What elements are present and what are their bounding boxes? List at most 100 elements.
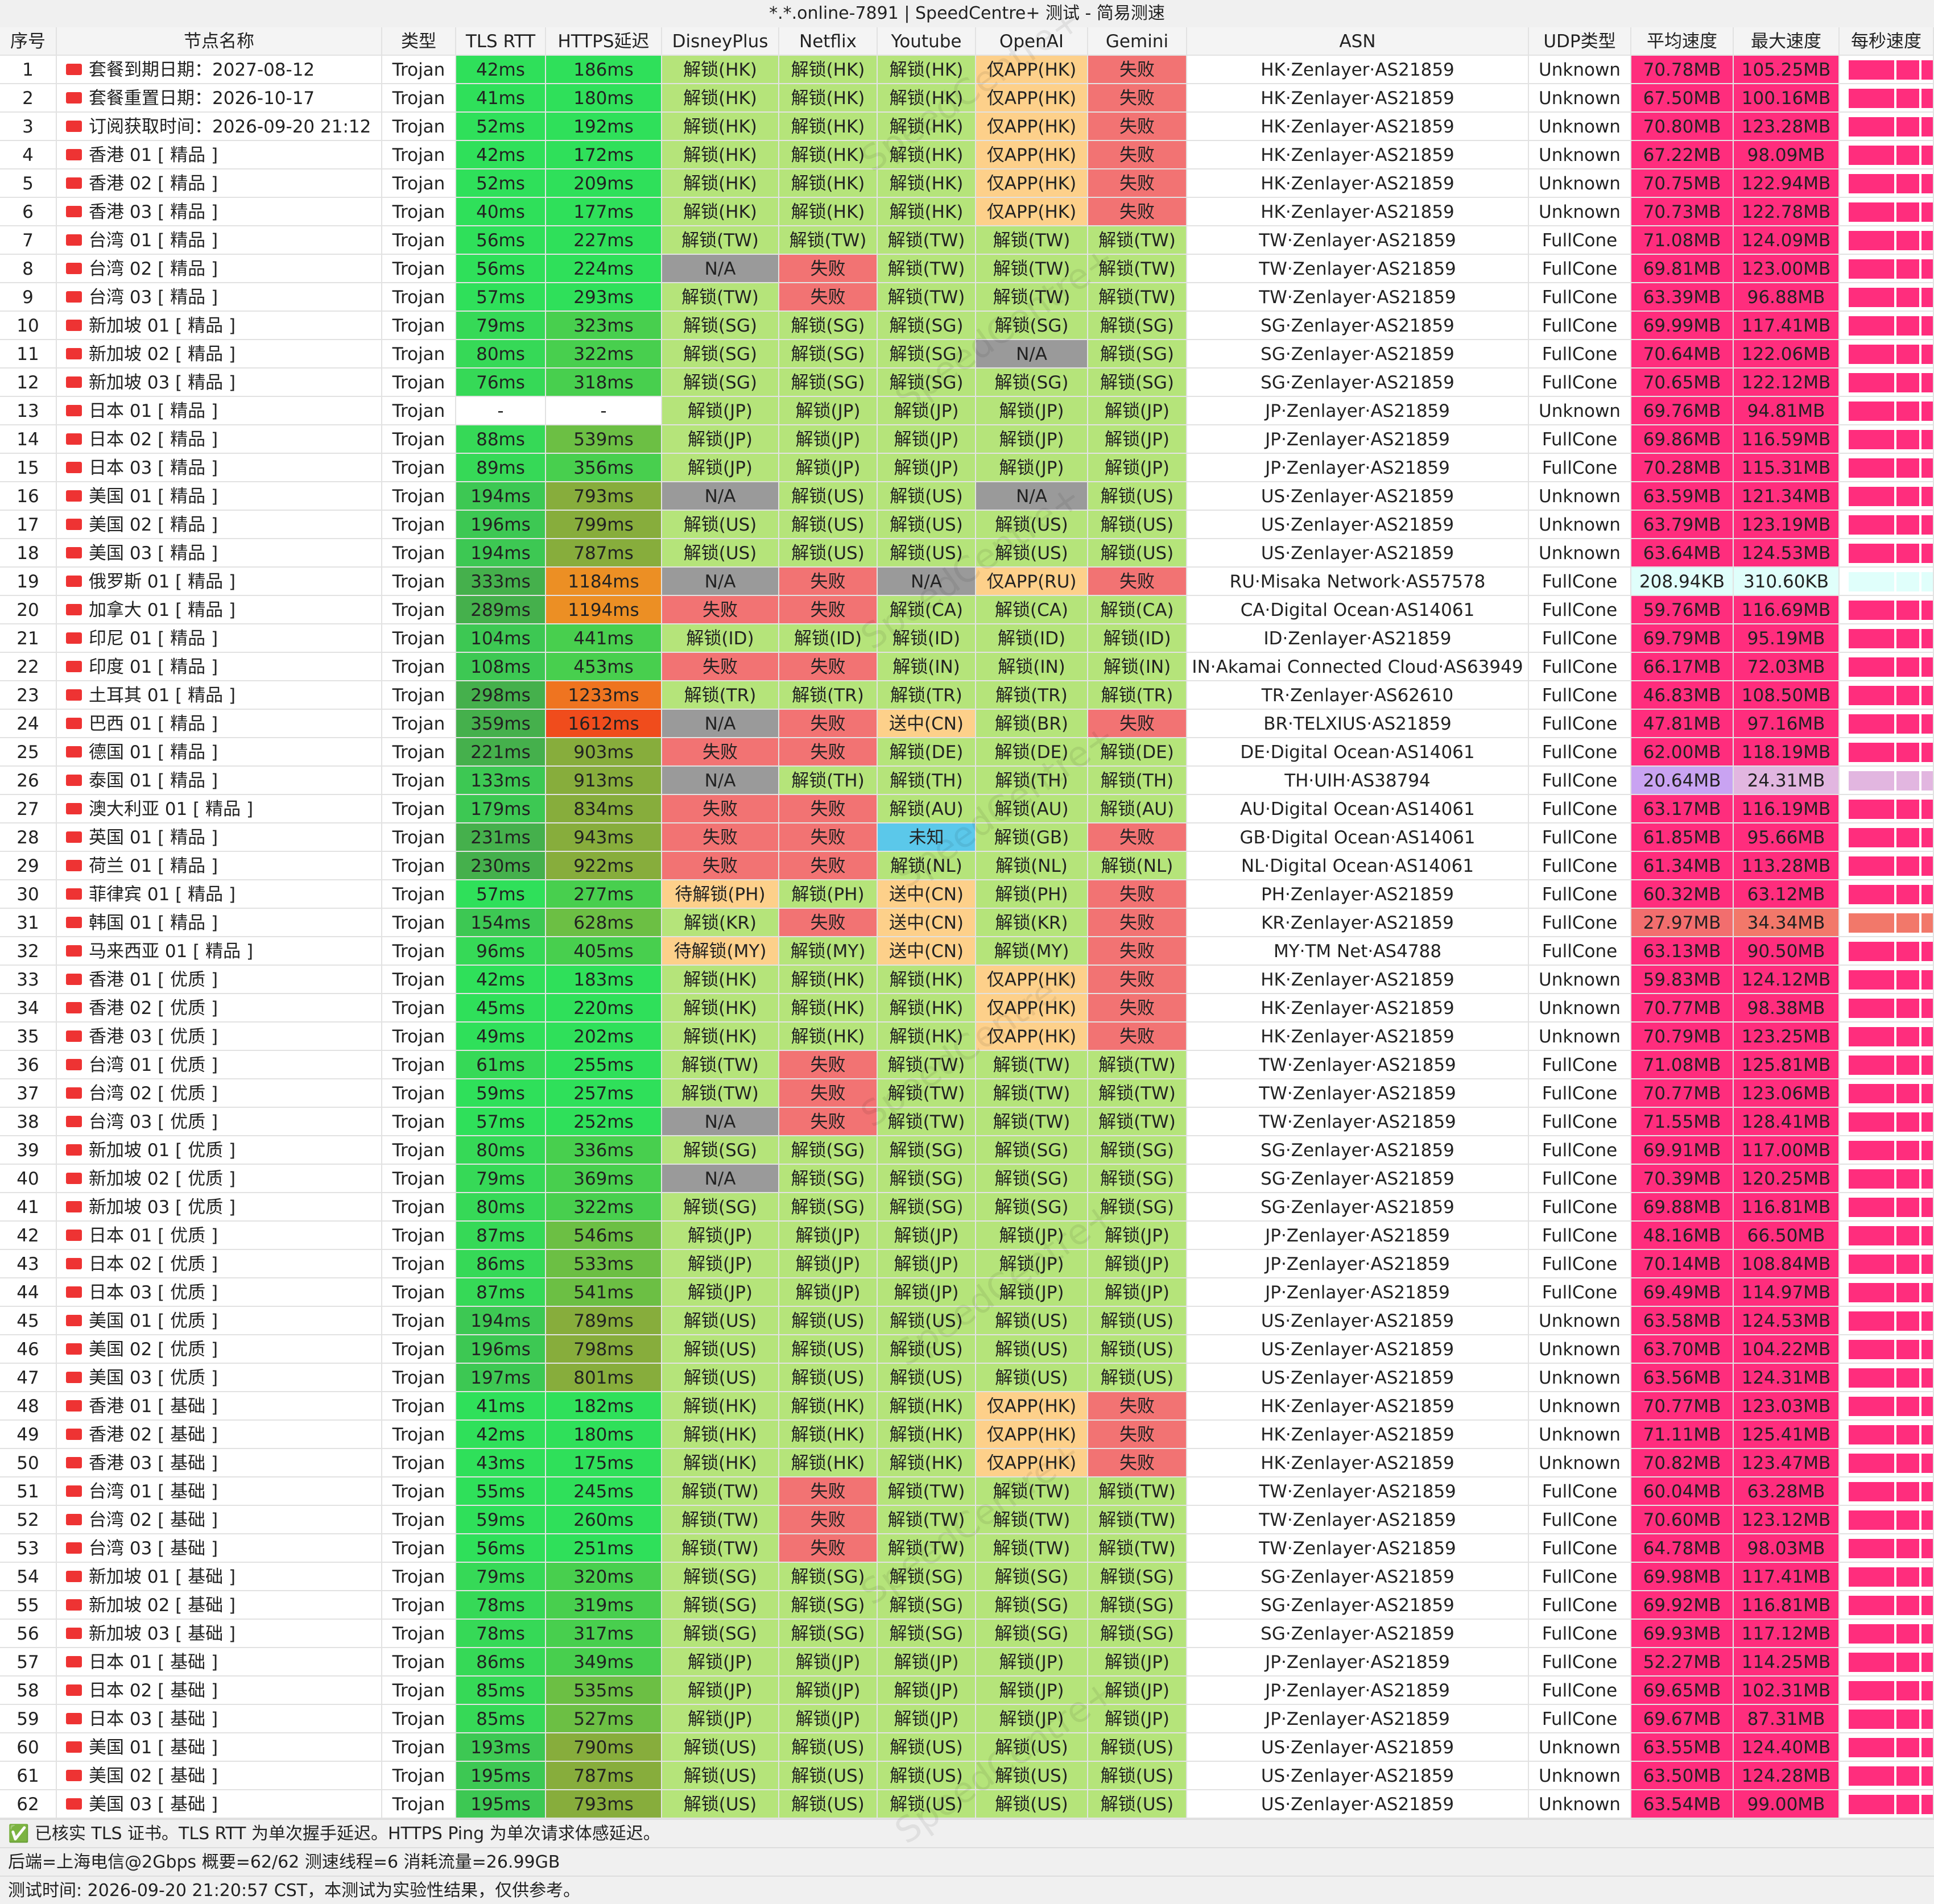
table-cell: 解锁(HK) bbox=[662, 966, 779, 994]
table-cell: 失败 bbox=[779, 596, 878, 624]
table-cell: JP·Zenlayer·AS21859 bbox=[1187, 1705, 1529, 1733]
table-cell: 解锁(TW) bbox=[976, 1506, 1088, 1534]
table-cell: 解锁(SG) bbox=[662, 1591, 779, 1620]
table-cell: 解锁(US) bbox=[976, 539, 1088, 568]
table-cell: Trojan bbox=[382, 624, 456, 653]
table-cell: 解锁(US) bbox=[976, 1335, 1088, 1364]
table-cell: 79ms bbox=[456, 1563, 546, 1591]
table-cell: 仅APP(HK) bbox=[976, 1392, 1088, 1421]
table-cell: TR·Zenlayer·AS62610 bbox=[1187, 681, 1529, 710]
speed-bar bbox=[1921, 714, 1933, 734]
table-cell: 解锁(DE) bbox=[878, 738, 976, 767]
table-cell: 94.81MB bbox=[1734, 397, 1840, 425]
table-cell: N/A bbox=[976, 482, 1088, 511]
table-cell: 解锁(SG) bbox=[779, 1620, 878, 1648]
table-cell: 95.66MB bbox=[1734, 823, 1840, 852]
table-cell: 333ms bbox=[456, 568, 546, 596]
speed-bar bbox=[1896, 686, 1919, 705]
table-cell: FullCone bbox=[1529, 340, 1631, 369]
table-cell: 失败 bbox=[1088, 568, 1187, 596]
table-cell: 解锁(PH) bbox=[779, 880, 878, 909]
table-cell: 解锁(SG) bbox=[1088, 1193, 1187, 1222]
table-cell: Trojan bbox=[382, 1364, 456, 1392]
speed-bar bbox=[1849, 629, 1894, 648]
speed-bar bbox=[1921, 1681, 1933, 1700]
table-cell: 解锁(HK) bbox=[662, 56, 779, 84]
table-cell: 美国 02 [ 精品 ] bbox=[57, 511, 382, 539]
table-cell: 70.79MB bbox=[1631, 1023, 1734, 1051]
speed-sparkline bbox=[1840, 1307, 1934, 1335]
table-cell: 解锁(HK) bbox=[662, 994, 779, 1023]
speed-sparkline bbox=[1840, 1762, 1934, 1790]
speed-bar bbox=[1921, 828, 1933, 847]
table-cell: FullCone bbox=[1529, 312, 1631, 340]
speed-sparkline bbox=[1840, 909, 1934, 937]
speed-sparkline bbox=[1840, 681, 1934, 710]
table-cell: 104.22MB bbox=[1734, 1335, 1840, 1364]
table-cell: 解锁(SG) bbox=[662, 312, 779, 340]
speed-bar bbox=[1849, 1596, 1894, 1615]
speed-bar bbox=[1849, 601, 1894, 620]
speed-bar bbox=[1849, 259, 1894, 279]
speed-bar bbox=[1921, 1738, 1933, 1757]
table-cell: Trojan bbox=[382, 568, 456, 596]
table-cell: 319ms bbox=[546, 1591, 662, 1620]
table-cell: 86ms bbox=[456, 1648, 546, 1677]
table-cell: Unknown bbox=[1529, 1023, 1631, 1051]
table-cell: 解锁(HK) bbox=[779, 1421, 878, 1449]
table-cell: 789ms bbox=[546, 1307, 662, 1335]
flag-icon bbox=[66, 1599, 82, 1611]
speed-bar bbox=[1896, 1198, 1919, 1217]
table-cell: 解锁(US) bbox=[1088, 482, 1187, 511]
table-cell: 解锁(TW) bbox=[1088, 226, 1187, 255]
table-cell: FullCone bbox=[1529, 1591, 1631, 1620]
speed-bar bbox=[1849, 487, 1894, 506]
table-cell: 123.28MB bbox=[1734, 113, 1840, 141]
table-cell: 8 bbox=[0, 255, 57, 283]
table-cell: 解锁(HK) bbox=[878, 1023, 976, 1051]
table-cell: 546ms bbox=[546, 1222, 662, 1250]
table-cell: FullCone bbox=[1529, 283, 1631, 312]
table-cell: 解锁(HK) bbox=[878, 1421, 976, 1449]
table-cell: 失败 bbox=[779, 909, 878, 937]
table-row: 29 荷兰 01 [ 精品 ] Trojan 230ms 922ms 失败 失败 解锁(NL)… bbox=[0, 852, 1934, 880]
table-cell: 解锁(HK) bbox=[878, 56, 976, 84]
table-cell: 12 bbox=[0, 369, 57, 397]
table-cell: 85ms bbox=[456, 1705, 546, 1733]
table-cell: Trojan bbox=[382, 1136, 456, 1165]
table-cell: 解锁(TW) bbox=[878, 226, 976, 255]
table-cell: 待解锁(MY) bbox=[662, 937, 779, 966]
table-cell: 52ms bbox=[456, 169, 546, 198]
table-cell: Trojan bbox=[382, 425, 456, 454]
table-cell: 解锁(SG) bbox=[976, 1563, 1088, 1591]
table-cell: 70.77MB bbox=[1631, 1392, 1734, 1421]
table-cell: 解锁(SG) bbox=[779, 1591, 878, 1620]
speed-sparkline bbox=[1840, 1051, 1934, 1079]
speed-bar bbox=[1849, 828, 1894, 847]
table-cell: 解锁(CA) bbox=[1088, 596, 1187, 624]
table-cell: 失败 bbox=[1088, 1421, 1187, 1449]
table-cell: 解锁(HK) bbox=[662, 113, 779, 141]
speed-sparkline bbox=[1840, 710, 1934, 738]
speed-bar bbox=[1896, 601, 1919, 620]
speed-bar bbox=[1921, 1454, 1933, 1473]
speed-bar bbox=[1849, 1255, 1894, 1274]
table-cell: JP·Zenlayer·AS21859 bbox=[1187, 397, 1529, 425]
speed-bar bbox=[1921, 487, 1933, 506]
flag-icon bbox=[66, 1201, 82, 1212]
table-cell: 解锁(JP) bbox=[878, 397, 976, 425]
table-cell: Trojan bbox=[382, 795, 456, 823]
table-cell: 5 bbox=[0, 169, 57, 198]
table-cell: 解锁(TR) bbox=[878, 681, 976, 710]
flag-icon bbox=[66, 92, 82, 104]
table-cell: 31 bbox=[0, 909, 57, 937]
table-cell: 6 bbox=[0, 198, 57, 226]
table-cell: BR·TELXIUS·AS21859 bbox=[1187, 710, 1529, 738]
speed-sparkline bbox=[1840, 1449, 1934, 1477]
table-cell: 70.28MB bbox=[1631, 454, 1734, 482]
flag-icon bbox=[66, 149, 82, 160]
window-title: *.*.online-7891 | SpeedCentre+ 测试 - 简易测速 bbox=[0, 0, 1934, 28]
table-cell: HK·Zenlayer·AS21859 bbox=[1187, 1421, 1529, 1449]
table-cell: 57ms bbox=[456, 283, 546, 312]
table-cell: 解锁(US) bbox=[779, 1762, 878, 1790]
